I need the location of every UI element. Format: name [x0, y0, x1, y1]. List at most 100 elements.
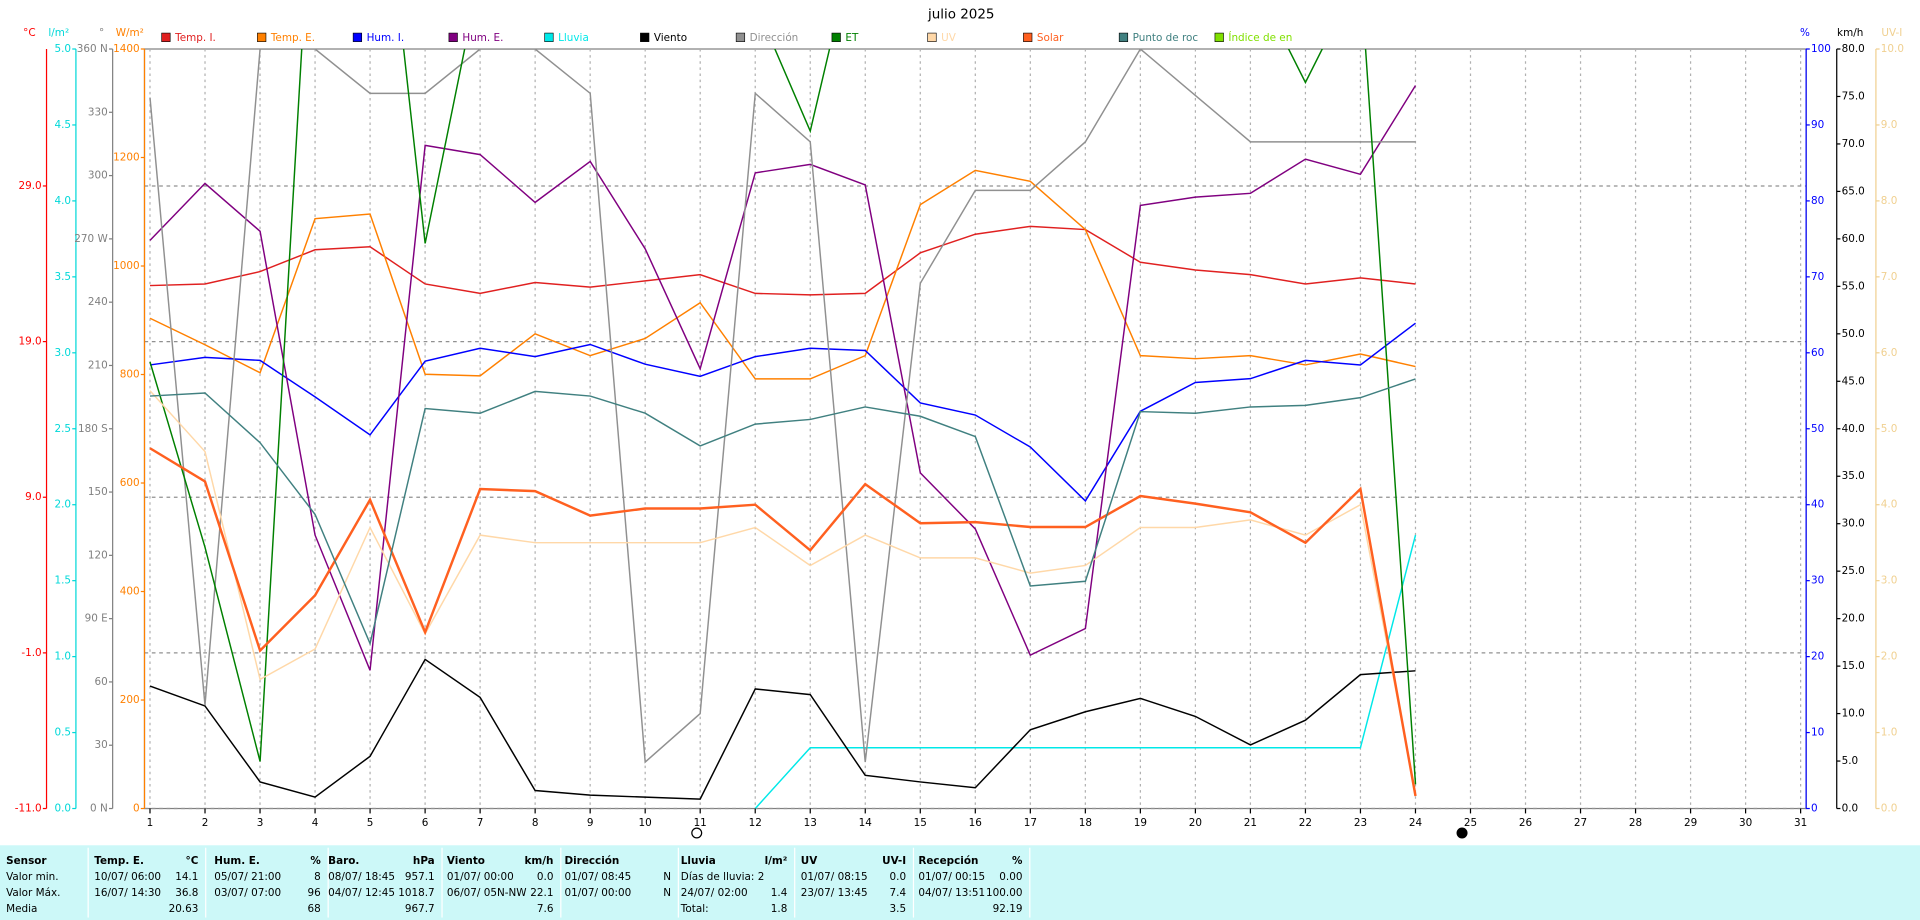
cell-value: 36.8 — [175, 887, 198, 899]
axis-unit: °C — [23, 27, 35, 39]
legend-label: Hum. I. — [367, 32, 405, 44]
row-label: Media — [6, 903, 37, 915]
legend-swatch — [257, 32, 267, 42]
column-header: Temp. E. — [94, 855, 144, 867]
cell-value: N — [663, 871, 671, 883]
legend-swatch — [1118, 32, 1129, 42]
column-header: Lluvia — [681, 855, 716, 867]
y-tick-label: 3.0 — [54, 347, 71, 359]
y-tick-label: 400 — [120, 586, 140, 598]
y-tick-label: 35.0 — [1842, 470, 1865, 482]
legend-label: Temp. E. — [270, 32, 315, 44]
series-line — [149, 169, 1416, 380]
y-tick-label: 65.0 — [1842, 185, 1865, 197]
x-tick-label: 22 — [1299, 817, 1312, 829]
cell-value: 96 — [308, 887, 321, 899]
cell-text: 04/07/ 12:45 — [328, 887, 395, 899]
y-tick-label: 1000 — [113, 260, 139, 272]
cell-text: 10/07/ 06:00 — [94, 871, 161, 883]
series-line — [754, 534, 1417, 809]
cell-value: 100.00 — [986, 887, 1022, 899]
y-tick-label: 1200 — [113, 152, 139, 164]
x-tick-label: 19 — [1134, 817, 1147, 829]
cell-text: 24/07/ 02:00 — [681, 887, 748, 899]
y-tick-label: 0.0 — [1842, 803, 1859, 815]
legend-label: Punto de roc — [1133, 32, 1199, 44]
cell-value: 3.5 — [890, 903, 907, 915]
column-header: Baro. — [328, 855, 359, 867]
y-tick-label: 25.0 — [1842, 565, 1865, 577]
chart-title: julio 2025 — [927, 7, 995, 23]
y-tick-label: 1.0 — [1881, 727, 1898, 739]
axis-unit: W/m² — [116, 27, 144, 39]
axis-unit: l/m² — [48, 27, 69, 39]
legend-swatch — [161, 32, 171, 42]
x-tick-label: 14 — [859, 817, 873, 829]
cell-value: 957.1 — [405, 871, 435, 883]
y-tick-label: 50 — [1811, 423, 1824, 435]
row-label: Valor min. — [6, 871, 58, 883]
y-tick-label: 270 W — [74, 233, 107, 245]
x-tick-label: 31 — [1794, 817, 1807, 829]
x-tick-label: 10 — [639, 817, 652, 829]
y-tick-label: 1400 — [113, 43, 139, 55]
y-tick-label: 0.0 — [54, 803, 71, 815]
x-tick-label: 13 — [804, 817, 817, 829]
y-tick-label: 200 — [120, 694, 140, 706]
cell-value: 1.4 — [771, 887, 788, 899]
x-tick-label: 16 — [969, 817, 982, 829]
column-unit: °C — [186, 855, 199, 867]
x-tick-label: 21 — [1244, 817, 1257, 829]
y-tick-label: 0 — [1811, 803, 1818, 815]
x-tick-label: 28 — [1629, 817, 1642, 829]
series-line — [149, 658, 1416, 800]
y-tick-label: 4.0 — [54, 195, 71, 207]
cell-text: 01/07/ 08:45 — [564, 871, 631, 883]
cell-text: 01/07/ 00:00 — [564, 887, 631, 899]
legend-label: Solar — [1037, 32, 1064, 44]
y-tick-label: 10.0 — [1842, 708, 1865, 720]
series-line — [149, 447, 1417, 797]
y-tick-label: 240 — [88, 296, 108, 308]
x-tick-label: 20 — [1189, 817, 1202, 829]
column-unit: l/m² — [765, 855, 788, 867]
y-tick-label: 1.0 — [54, 651, 71, 663]
cell-value: 92.19 — [993, 903, 1023, 915]
legend-swatch — [735, 32, 746, 42]
cell-value: 14.1 — [175, 871, 198, 883]
y-tick-label: 4.0 — [1881, 499, 1898, 511]
y-tick-label: 5.0 — [1842, 755, 1859, 767]
x-tick-label: 7 — [477, 817, 484, 829]
legend-label: Lluvia — [558, 32, 589, 44]
cell-value: N — [663, 887, 671, 899]
legend-label: UV — [941, 32, 957, 44]
y-tick-label: 150 — [88, 486, 108, 498]
cell-text: 06/07/ 05N-NW — [447, 887, 527, 899]
column-header: Dirección — [564, 855, 619, 867]
cell-text: 04/07/ 13:51 — [918, 887, 985, 899]
cell-value: 1.8 — [771, 903, 788, 915]
y-tick-label: 360 N — [77, 43, 108, 55]
axis-unit: km/h — [1837, 27, 1863, 39]
y-tick-label: 10 — [1811, 727, 1824, 739]
axis-unit: UV-I — [1881, 27, 1902, 39]
column-unit: % — [1012, 855, 1023, 867]
row-label: Valor Máx. — [6, 887, 60, 899]
y-tick-label: 30.0 — [1842, 518, 1865, 530]
y-tick-label: 5.0 — [54, 43, 71, 55]
column-header: UV — [801, 855, 818, 867]
cell-value: 20.63 — [169, 903, 199, 915]
y-tick-label: 29.0 — [18, 180, 41, 192]
y-tick-label: 8.0 — [1881, 195, 1898, 207]
y-tick-label: 15.0 — [1842, 660, 1865, 672]
y-tick-label: 3.0 — [1881, 575, 1898, 587]
x-tick-label: 3 — [257, 817, 264, 829]
y-tick-label: -11.0 — [15, 803, 42, 815]
legend-swatch — [352, 32, 363, 42]
column-header: Hum. E. — [214, 855, 260, 867]
y-tick-label: 20.0 — [1842, 613, 1865, 625]
cell-value: 0.0 — [537, 871, 554, 883]
cell-value: 68 — [308, 903, 321, 915]
